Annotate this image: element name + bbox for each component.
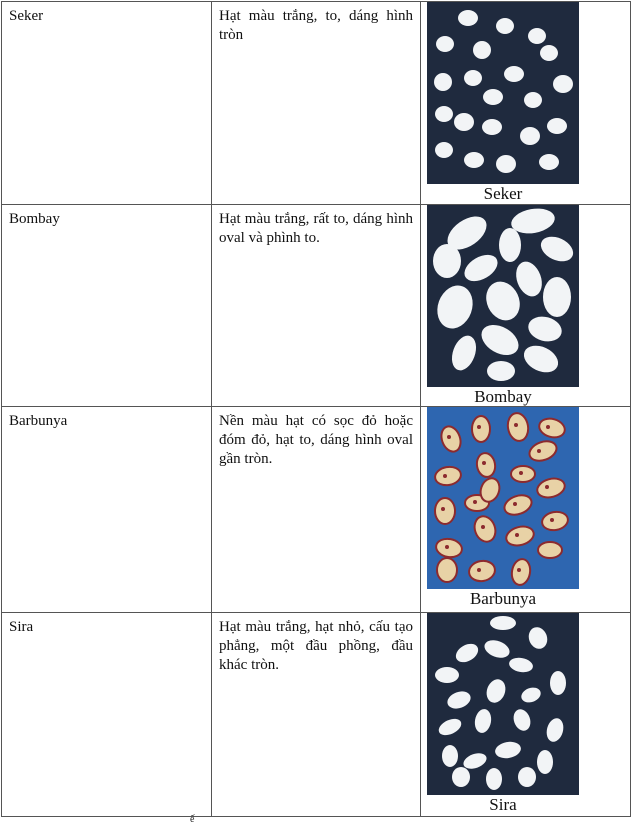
barbunya-beans-image [427,407,579,589]
variety-description: Hạt màu trắng, rất to, dáng hình oval và… [219,211,413,246]
footer-text-fragment: ế [190,814,195,825]
variety-name: Bombay [9,211,60,227]
table-row: Bombay Hạt màu trắng, rất to, dáng hình … [1,204,631,407]
photo-caption: Bombay [474,387,532,406]
variety-description-cell: Hạt màu trắng, to, dáng hình tròn [211,1,421,205]
variety-description-cell: Nền màu hạt có sọc đỏ hoặc đóm đỏ, hạt t… [211,406,421,613]
variety-image-cell: Barbunya [420,406,631,613]
table-row: Barbunya Nền màu hạt có sọc đỏ hoặc đóm … [1,406,631,613]
variety-name-cell: Barbunya [1,406,212,613]
variety-description: Hạt màu trắng, hạt nhỏ, cấu tạo phẳng, m… [219,619,413,673]
bean-photo: Seker [427,2,579,203]
bombay-beans-image [427,205,579,387]
bean-photo: Barbunya [427,407,579,608]
variety-description: Hạt màu trắng, to, dáng hình tròn [219,8,413,43]
variety-image-cell: Sira [420,612,631,817]
variety-name-cell: Sira [1,612,212,817]
variety-image-cell: Bombay [420,204,631,407]
variety-name-cell: Bombay [1,204,212,407]
seker-beans-image [427,2,579,184]
variety-name: Seker [9,8,44,24]
table-row: Sira Hạt màu trắng, hạt nhỏ, cấu tạo phẳ… [1,612,631,817]
variety-description: Nền màu hạt có sọc đỏ hoặc đóm đỏ, hạt t… [219,413,413,467]
bean-photo: Bombay [427,205,579,406]
table-row: Seker Hạt màu trắng, to, dáng hình tròn [1,1,631,205]
variety-image-cell: Seker [420,1,631,205]
variety-name-cell: Seker [1,1,212,205]
photo-caption: Sira [489,795,517,814]
variety-name: Sira [9,619,34,635]
variety-description-cell: Hạt màu trắng, hạt nhỏ, cấu tạo phẳng, m… [211,612,421,817]
photo-caption: Barbunya [469,589,537,608]
photo-caption: Seker [483,184,523,203]
variety-name: Barbunya [9,413,68,429]
variety-description-cell: Hạt màu trắng, rất to, dáng hình oval và… [211,204,421,407]
bean-photo: Sira [427,613,579,814]
sira-beans-image [427,613,579,795]
